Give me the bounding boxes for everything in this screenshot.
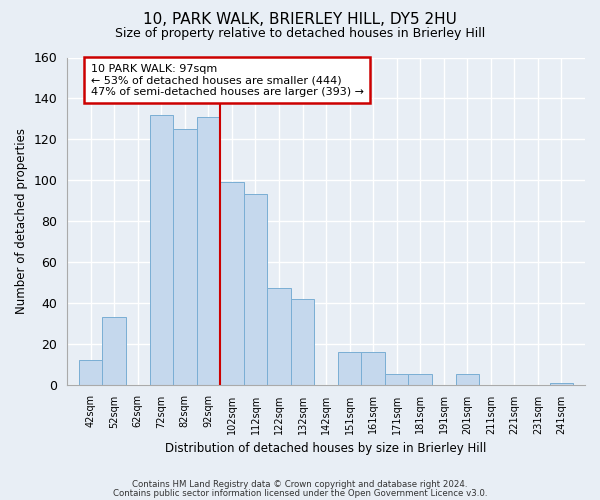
Bar bbox=[267, 288, 291, 384]
Bar bbox=[291, 298, 314, 384]
Bar bbox=[103, 317, 126, 384]
Bar bbox=[197, 117, 220, 384]
Bar bbox=[385, 374, 409, 384]
Text: 10, PARK WALK, BRIERLEY HILL, DY5 2HU: 10, PARK WALK, BRIERLEY HILL, DY5 2HU bbox=[143, 12, 457, 28]
Text: Contains public sector information licensed under the Open Government Licence v3: Contains public sector information licen… bbox=[113, 488, 487, 498]
X-axis label: Distribution of detached houses by size in Brierley Hill: Distribution of detached houses by size … bbox=[166, 442, 487, 455]
Bar bbox=[244, 194, 267, 384]
Text: 10 PARK WALK: 97sqm
← 53% of detached houses are smaller (444)
47% of semi-detac: 10 PARK WALK: 97sqm ← 53% of detached ho… bbox=[91, 64, 364, 97]
Bar bbox=[79, 360, 103, 384]
Bar bbox=[409, 374, 432, 384]
Bar bbox=[361, 352, 385, 384]
Bar bbox=[550, 382, 573, 384]
Y-axis label: Number of detached properties: Number of detached properties bbox=[15, 128, 28, 314]
Bar bbox=[149, 114, 173, 384]
Text: Contains HM Land Registry data © Crown copyright and database right 2024.: Contains HM Land Registry data © Crown c… bbox=[132, 480, 468, 489]
Bar bbox=[173, 129, 197, 384]
Bar bbox=[455, 374, 479, 384]
Bar bbox=[220, 182, 244, 384]
Bar bbox=[338, 352, 361, 384]
Text: Size of property relative to detached houses in Brierley Hill: Size of property relative to detached ho… bbox=[115, 28, 485, 40]
